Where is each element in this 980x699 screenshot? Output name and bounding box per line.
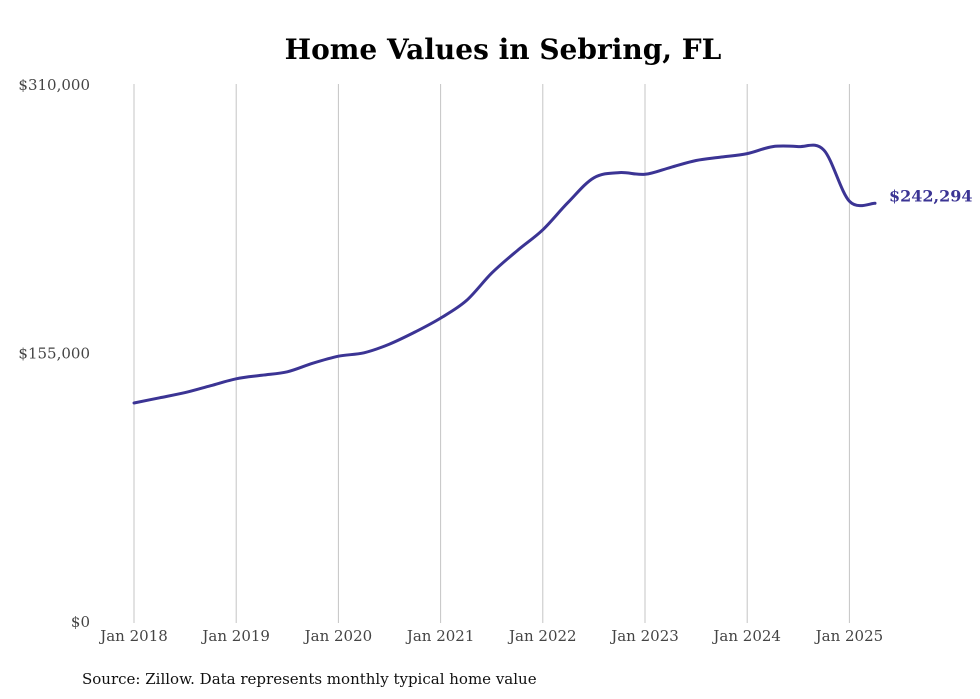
x-axis-ticks: Jan 2018 Jan 2019 Jan 2020 Jan 2021 Jan 2022… bbox=[98, 627, 883, 645]
x-tick-label: Jan 2024 bbox=[711, 627, 781, 645]
gridlines bbox=[133, 84, 850, 623]
x-tick-label: Jan 2019 bbox=[200, 627, 270, 645]
latest-value-label: $242,294 bbox=[889, 186, 973, 205]
x-tick-label: Jan 2020 bbox=[303, 627, 373, 645]
chart-title: Home Values in Sebring, FL bbox=[285, 33, 722, 66]
home-value-line bbox=[132, 143, 877, 405]
x-tick-label: Jan 2025 bbox=[814, 627, 884, 645]
x-tick-label: Jan 2022 bbox=[507, 627, 577, 645]
y-tick-label: $310,000 bbox=[18, 76, 90, 94]
source-note: Source: Zillow. Data represents monthly … bbox=[82, 670, 537, 688]
x-tick-label: Jan 2018 bbox=[98, 627, 168, 645]
y-tick-label: $0 bbox=[71, 613, 90, 631]
x-tick-label: Jan 2021 bbox=[405, 627, 475, 645]
y-tick-label: $155,000 bbox=[18, 345, 90, 363]
y-axis-ticks: $0 $155,000 $310,000 bbox=[18, 76, 90, 631]
x-tick-label: Jan 2023 bbox=[609, 627, 679, 645]
